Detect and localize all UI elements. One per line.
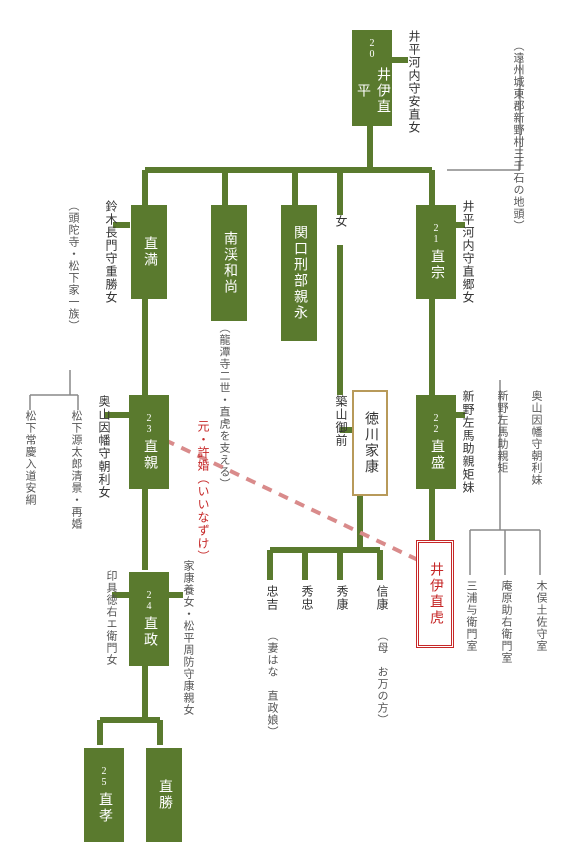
note-20-landlord: （遠州城東郡新野村三千石の地頭） [510,40,526,232]
node-tadayoshi: 忠吉 [264,585,281,611]
node-name: 井伊直平 [352,64,392,118]
node-ieyasu: 徳川家康 [352,390,388,496]
gen-number: 24 [144,590,155,612]
note-tadayoshi: （妻はな 直政娘） [264,630,280,738]
node-nobuyasu: 信康 [374,585,391,611]
spouse-21: 井平河内守直郷女 [460,200,477,304]
gen-number: 20 [367,38,378,60]
node-tsukiyama: 築山御前 [333,395,350,447]
node-name: 直親 [139,439,159,471]
node-anbara: 庵原助右衛門室 [498,580,514,664]
node-name: 井伊直虎 [425,562,445,626]
gen-number: 22 [431,413,442,435]
node-onna: 女 [333,215,350,228]
tree-connector-lines [0,0,564,843]
rel-24-ingu: 印具徳右エ衛門女 [103,570,119,666]
gen-number: 21 [431,223,442,245]
node-22-naomori: 22 直盛 [416,395,456,489]
node-name: 直政 [139,616,159,648]
node-hideyasu: 秀康 [334,585,351,611]
node-23-naochika: 23 直親 [129,395,169,489]
node-20-naohira: 20 井伊直平 [352,30,392,126]
node-name: 南渓和尚 [219,231,239,295]
spouse-22: 新野左馬助親矩妹 [460,390,477,494]
node-miura: 三浦与衛門室 [463,580,479,652]
node-name: 直孝 [94,792,114,824]
node-25-naotaka: 25 直孝 [84,748,124,842]
node-21-naomune: 21 直宗 [416,205,456,299]
gen-number: 25 [99,766,110,788]
rel-22-niino: 新野左馬助親矩 [494,390,510,474]
node-name: 関口刑部親永 [289,225,309,321]
rel-22-okuyama: 奥山因幡守朝利妹 [528,390,544,486]
spouse-24: 家康養女・松平周防守康親女 [180,560,196,716]
note-nankei: （龍潭寺二世・直虎を支える） [216,322,232,490]
node-naokatsu: 直勝 [146,748,182,842]
spouse-23: 奥山因幡守朝利女 [96,395,113,499]
node-name: 直勝 [154,779,174,811]
label-engagement: 元・許婚（いいなずけ） [195,420,212,563]
node-nankei: 南渓和尚 [211,205,247,321]
node-naotora: 井伊直虎 [416,540,454,648]
node-name: 直宗 [426,249,446,281]
node-24-naomasa: 24 直政 [129,572,169,666]
node-naomitsu: 直満 [131,205,167,299]
spouse-naomitsu: 鈴木長門守重勝女 [103,200,120,304]
rel-23-matsushita2: 松下常慶入道安綱 [22,410,38,506]
node-name: 直満 [139,236,159,268]
node-name: 直盛 [426,439,446,471]
node-name: 徳川家康 [360,411,380,475]
node-hidetada: 秀忠 [299,585,316,611]
node-kimata: 木俣土佐守室 [533,580,549,652]
note-naomitsu-family: （頭陀寺・松下家一族） [65,200,81,332]
gen-number: 23 [144,413,155,435]
node-sekiguchi: 関口刑部親永 [281,205,317,341]
spouse-20: 井平河内守安直女 [406,30,423,134]
rel-23-matsushita: 松下源太郎清景・再婚 [68,410,84,530]
note-nobuyasu: （母 お万の方） [374,630,390,726]
